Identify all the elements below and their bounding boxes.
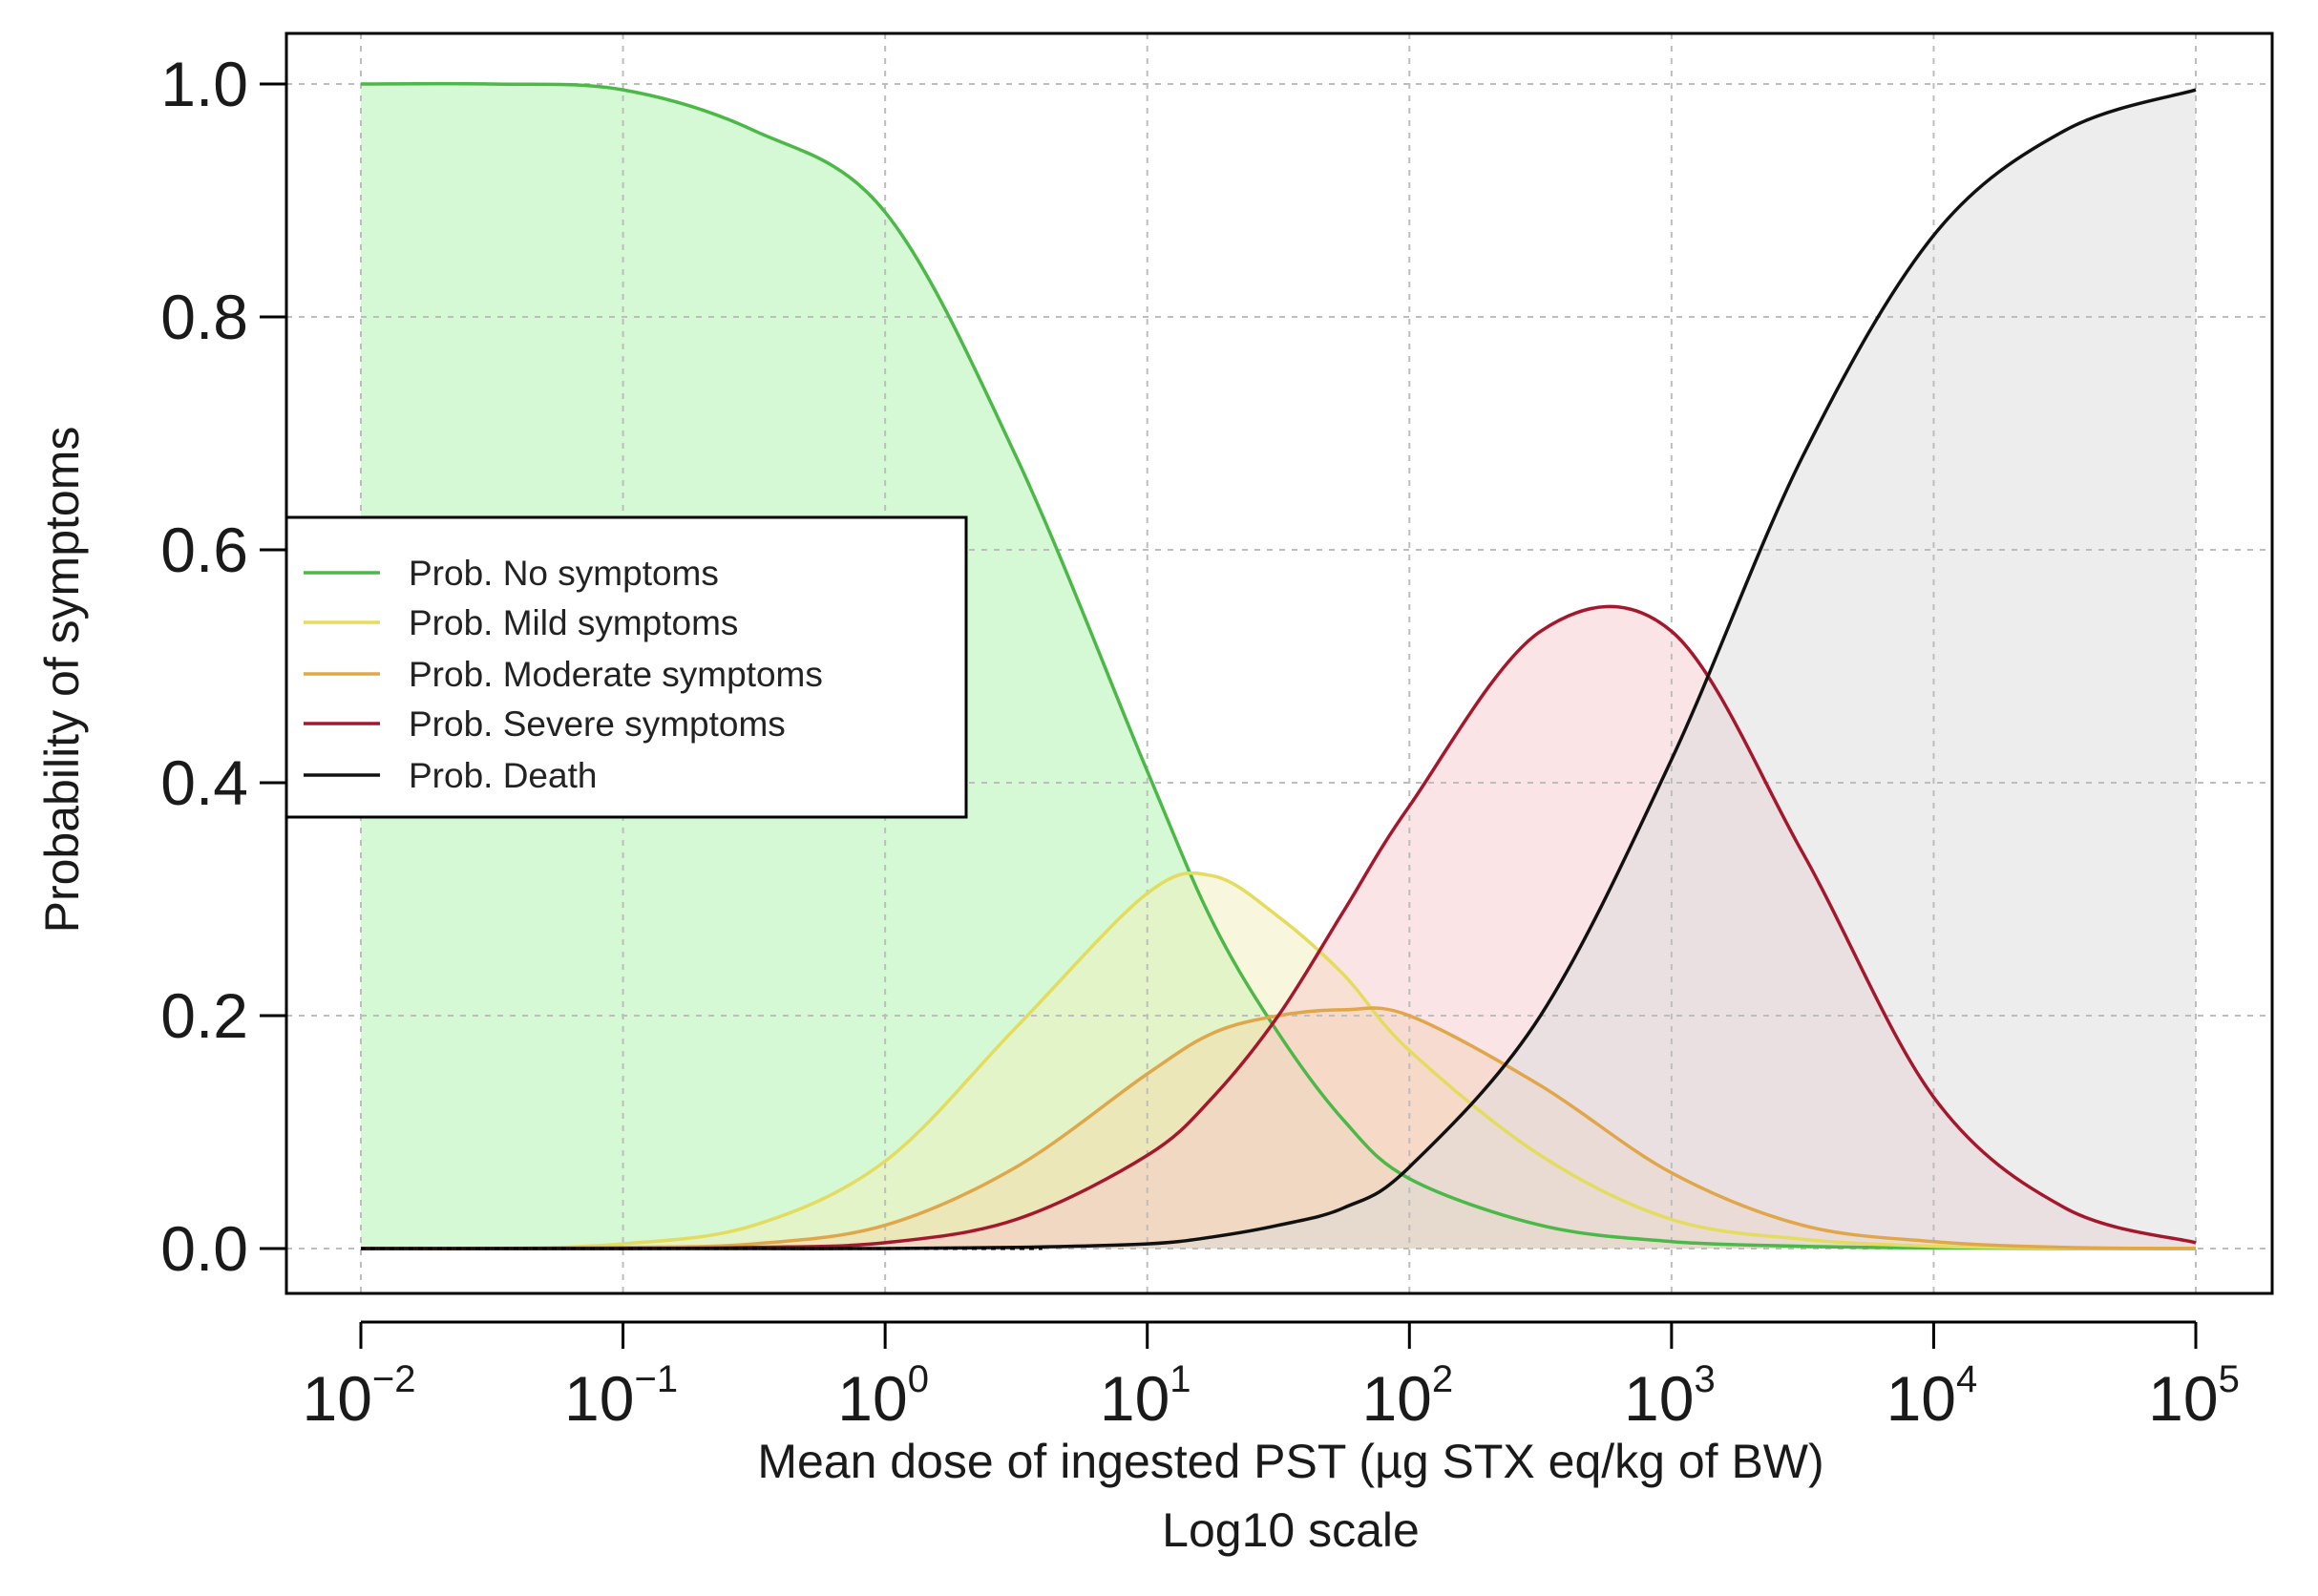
area-prob-death bbox=[361, 90, 2196, 1250]
x-tick-label: 100 bbox=[837, 1358, 929, 1434]
x-tick-label: 10−2 bbox=[302, 1358, 415, 1434]
legend-label: Prob. Mild symptoms bbox=[409, 603, 738, 642]
legend-label: Prob. No symptoms bbox=[409, 554, 719, 593]
line-prob-mild-symptoms bbox=[360, 871, 2197, 1251]
series-fills bbox=[361, 83, 2196, 1250]
y-tick-label: 0.2 bbox=[160, 980, 248, 1051]
x-axis-title: Mean dose of ingested PST (µg STX eq/kg … bbox=[757, 1435, 1823, 1488]
y-tick-label: 0.4 bbox=[160, 747, 248, 818]
y-tick-label: 0.8 bbox=[160, 282, 248, 352]
area-prob-no-symptoms bbox=[361, 83, 2196, 1250]
legend: Prob. No symptoms Prob. Mild symptoms Prob… bbox=[284, 515, 968, 819]
line-prob-no-symptoms bbox=[360, 81, 2197, 1250]
y-tick-label: 0.0 bbox=[160, 1213, 248, 1284]
x-tick-label: 103 bbox=[1624, 1358, 1716, 1434]
legend-label: Prob. Death bbox=[409, 756, 597, 795]
series-lines bbox=[360, 81, 2197, 1251]
y-axis-title: Probability of symptoms bbox=[35, 427, 89, 934]
x-axis-subtitle: Log10 scale bbox=[1162, 1503, 1420, 1557]
x-axis: 10−2 10−1 100 101 102 103 104 105 bbox=[302, 1320, 2240, 1434]
x-tick-label: 10−1 bbox=[564, 1358, 678, 1434]
y-tick-label: 1.0 bbox=[160, 49, 248, 119]
x-tick-label: 101 bbox=[1100, 1358, 1191, 1434]
x-tick-label: 102 bbox=[1361, 1358, 1453, 1434]
y-axis: 0.0 0.2 0.4 0.6 0.8 1.0 bbox=[160, 49, 286, 1284]
x-tick-label: 105 bbox=[2148, 1358, 2240, 1434]
legend-label: Prob. Severe symptoms bbox=[409, 704, 786, 744]
y-tick-label: 0.6 bbox=[160, 514, 248, 585]
legend-box bbox=[284, 515, 968, 819]
legend-label: Prob. Moderate symptoms bbox=[409, 655, 823, 694]
x-tick-label: 104 bbox=[1886, 1358, 1978, 1434]
